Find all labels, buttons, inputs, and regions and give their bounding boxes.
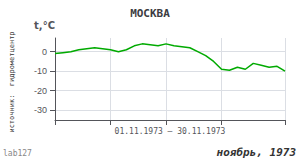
svg-text:01.11.1973 – 30.11.1973: 01.11.1973 – 30.11.1973 — [115, 127, 226, 136]
svg-text:-20: -20 — [34, 86, 47, 96]
svg-text:источник: гидрометцентр: источник: гидрометцентр — [8, 31, 16, 132]
svg-text:МОСКВА: МОСКВА — [130, 7, 170, 20]
svg-text:lab127: lab127 — [3, 149, 32, 158]
svg-text:-10: -10 — [34, 66, 47, 76]
svg-text:t,°C: t,°C — [34, 20, 55, 31]
svg-text:ноябрь, 1973: ноябрь, 1973 — [217, 146, 297, 159]
svg-text:-30: -30 — [34, 105, 47, 115]
svg-text:0: 0 — [42, 47, 47, 57]
